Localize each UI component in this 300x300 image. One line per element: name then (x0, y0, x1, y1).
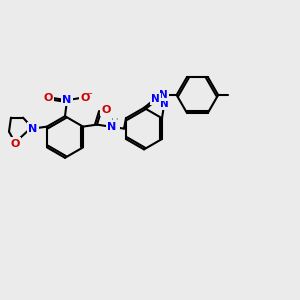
Text: −: − (86, 91, 92, 97)
Text: O: O (80, 93, 90, 103)
Text: N: N (151, 94, 160, 104)
Text: N: N (28, 124, 38, 134)
Text: O: O (10, 139, 20, 148)
Text: N: N (107, 122, 117, 132)
Text: O: O (101, 105, 111, 115)
Text: N: N (159, 90, 168, 100)
Text: H: H (111, 118, 119, 128)
Text: O: O (43, 93, 53, 103)
Text: N: N (62, 95, 72, 105)
Text: N: N (160, 99, 169, 109)
